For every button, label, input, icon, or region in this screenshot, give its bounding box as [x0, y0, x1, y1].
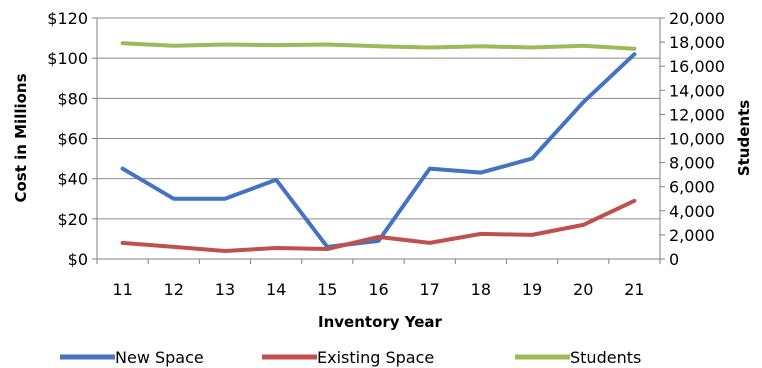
x-tick-label: 19 — [522, 280, 542, 299]
right-tick-label: 14,000 — [669, 81, 725, 100]
right-tick-label: 20,000 — [669, 9, 725, 28]
x-tick-label: 17 — [420, 280, 440, 299]
legend: New Space Existing Space Students — [60, 348, 641, 367]
x-tick-label: 20 — [573, 280, 593, 299]
y-axis-left-title: Cost in Millions — [12, 73, 30, 202]
x-tick-label: 13 — [215, 280, 235, 299]
legend-label-new-space: New Space — [115, 348, 204, 367]
series-line-existing-space — [120, 198, 637, 253]
left-tick-label: $40 — [57, 170, 88, 189]
right-tick-label: 4,000 — [669, 202, 715, 221]
left-tick-label: $20 — [57, 210, 88, 229]
right-tick-label: 16,000 — [669, 57, 725, 76]
right-tick-label: 10,000 — [669, 130, 725, 149]
x-tick-label: 18 — [471, 280, 491, 299]
right-tick-label: 8,000 — [669, 154, 715, 173]
right-tick-label: 12,000 — [669, 105, 725, 124]
left-tick-label: $100 — [47, 49, 88, 68]
left-tick-label: $60 — [57, 130, 88, 149]
x-tick-label: 21 — [624, 280, 644, 299]
x-tick-label: 16 — [368, 280, 388, 299]
left-tick-label: $80 — [57, 89, 88, 108]
right-axis-ticks: 0 2,000 4,000 6,000 8,000 10,000 12,000 14,000 1… — [660, 9, 725, 269]
left-axis-ticks: $0 $20 $40 $60 $80 $100 $120 — [47, 9, 97, 269]
series-lines — [120, 41, 637, 253]
x-tick-label: 11 — [112, 280, 132, 299]
right-tick-label: 18,000 — [669, 33, 725, 52]
x-axis-ticks: 11 12 13 14 15 16 17 18 19 20 21 — [96, 259, 661, 299]
x-tick-label: 15 — [317, 280, 337, 299]
series-line-new-space — [120, 52, 637, 249]
right-tick-label: 6,000 — [669, 178, 715, 197]
right-tick-label: 2,000 — [669, 226, 715, 245]
legend-label-existing-space: Existing Space — [317, 348, 434, 367]
left-tick-label: $120 — [47, 9, 88, 28]
x-tick-label: 12 — [164, 280, 184, 299]
legend-label-students: Students — [570, 348, 641, 367]
y-axis-right-title: Students — [735, 100, 753, 176]
left-tick-label: $0 — [68, 250, 88, 269]
x-tick-label: 14 — [266, 280, 286, 299]
gridlines — [96, 17, 661, 260]
right-tick-label: 0 — [669, 250, 679, 269]
series-line-students — [120, 41, 637, 51]
x-axis-title: Inventory Year — [318, 313, 443, 331]
